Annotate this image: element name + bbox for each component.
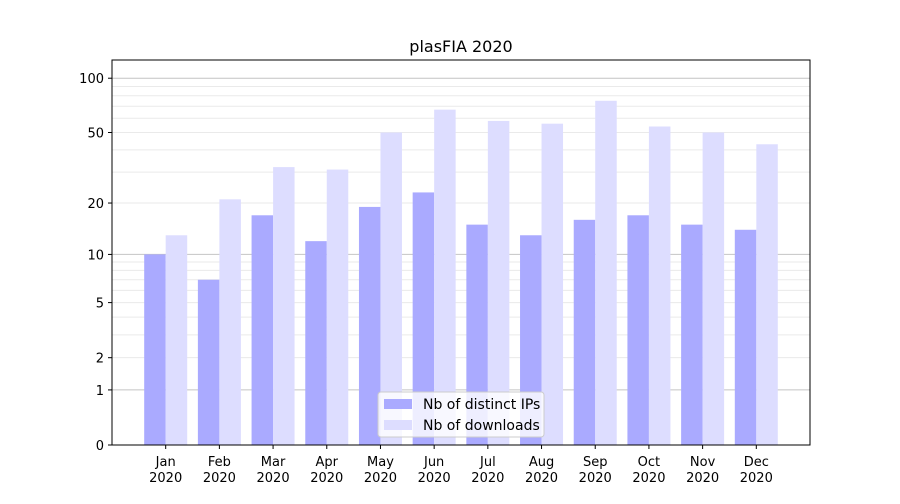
legend-label-downloads: Nb of downloads <box>423 418 540 434</box>
bar-downloads <box>648 126 671 446</box>
x-tick-label: Apr <box>316 455 339 470</box>
bar-distinct-ips <box>305 241 327 445</box>
bar-distinct-ips <box>144 254 166 445</box>
x-tick-label: 2020 <box>632 471 665 486</box>
legend-box <box>377 391 545 438</box>
axes-frame <box>111 59 811 446</box>
legend: Nb of distinct IPs Nb of downloads <box>377 391 545 438</box>
bar-downloads <box>702 132 725 446</box>
bar-distinct-ips <box>466 224 488 445</box>
x-tick-label: 2020 <box>203 471 236 486</box>
x-tick-label: 2020 <box>686 471 719 486</box>
bar-downloads <box>434 109 456 445</box>
bar-downloads <box>487 120 510 445</box>
x-tick-label: Nov <box>690 455 716 470</box>
x-tick-label: May <box>367 455 394 470</box>
x-tick-label: Aug <box>529 455 554 470</box>
bar-distinct-ips <box>734 229 757 445</box>
y-tick-label: 10 <box>87 248 104 263</box>
y-tick-label: 50 <box>87 127 104 142</box>
bar-downloads <box>756 144 778 445</box>
bar-distinct-ips <box>681 224 703 445</box>
x-tick-label: Jun <box>423 455 444 470</box>
x-tick-label: 2020 <box>364 471 397 486</box>
x-tick-label: 2020 <box>257 471 290 486</box>
x-tick-label: 2020 <box>740 471 773 486</box>
x-tick-label: 2020 <box>471 471 504 486</box>
bar-downloads <box>380 132 402 446</box>
y-tick-label: 5 <box>96 297 104 312</box>
bar-downloads <box>273 167 295 446</box>
x-tick-label: 2020 <box>525 471 558 486</box>
y-tick-label: 0 <box>96 439 104 454</box>
y-tick-label: 20 <box>87 197 104 212</box>
y-tick-label: 2 <box>96 352 104 367</box>
x-tick-label: 2020 <box>310 471 343 486</box>
bar-distinct-ips <box>412 192 435 445</box>
x-tick-label: Mar <box>261 455 286 470</box>
x-tick-label: 2020 <box>149 471 182 486</box>
legend-swatch-downloads <box>384 420 412 430</box>
y-tick-label: 100 <box>79 72 104 87</box>
y-tick-label: 1 <box>96 384 104 399</box>
legend-swatch-distinct-ips <box>384 399 412 409</box>
bar-distinct-ips <box>627 215 649 445</box>
bar-downloads <box>595 100 617 446</box>
bar-distinct-ips <box>251 215 274 445</box>
chart-title: plasFIA 2020 <box>409 37 512 56</box>
x-tick-label: 2020 <box>579 471 612 486</box>
x-tick-label: Sep <box>583 455 608 470</box>
bar-distinct-ips <box>573 219 596 445</box>
x-tick-label: Feb <box>208 455 231 470</box>
bar-downloads <box>165 235 188 445</box>
bar-downloads <box>541 123 564 446</box>
bar-downloads <box>219 199 241 445</box>
bar-downloads <box>326 169 349 445</box>
x-tick-label: Dec <box>744 455 769 470</box>
bar-distinct-ips <box>197 279 220 445</box>
x-tick-label: Jul <box>479 455 496 470</box>
x-tick-label: Oct <box>638 455 660 470</box>
bar-distinct-ips <box>358 206 381 445</box>
legend-label-distinct-ips: Nb of distinct IPs <box>423 397 540 413</box>
x-tick-label: 2020 <box>418 471 451 486</box>
x-tick-label: Jan <box>155 455 176 470</box>
